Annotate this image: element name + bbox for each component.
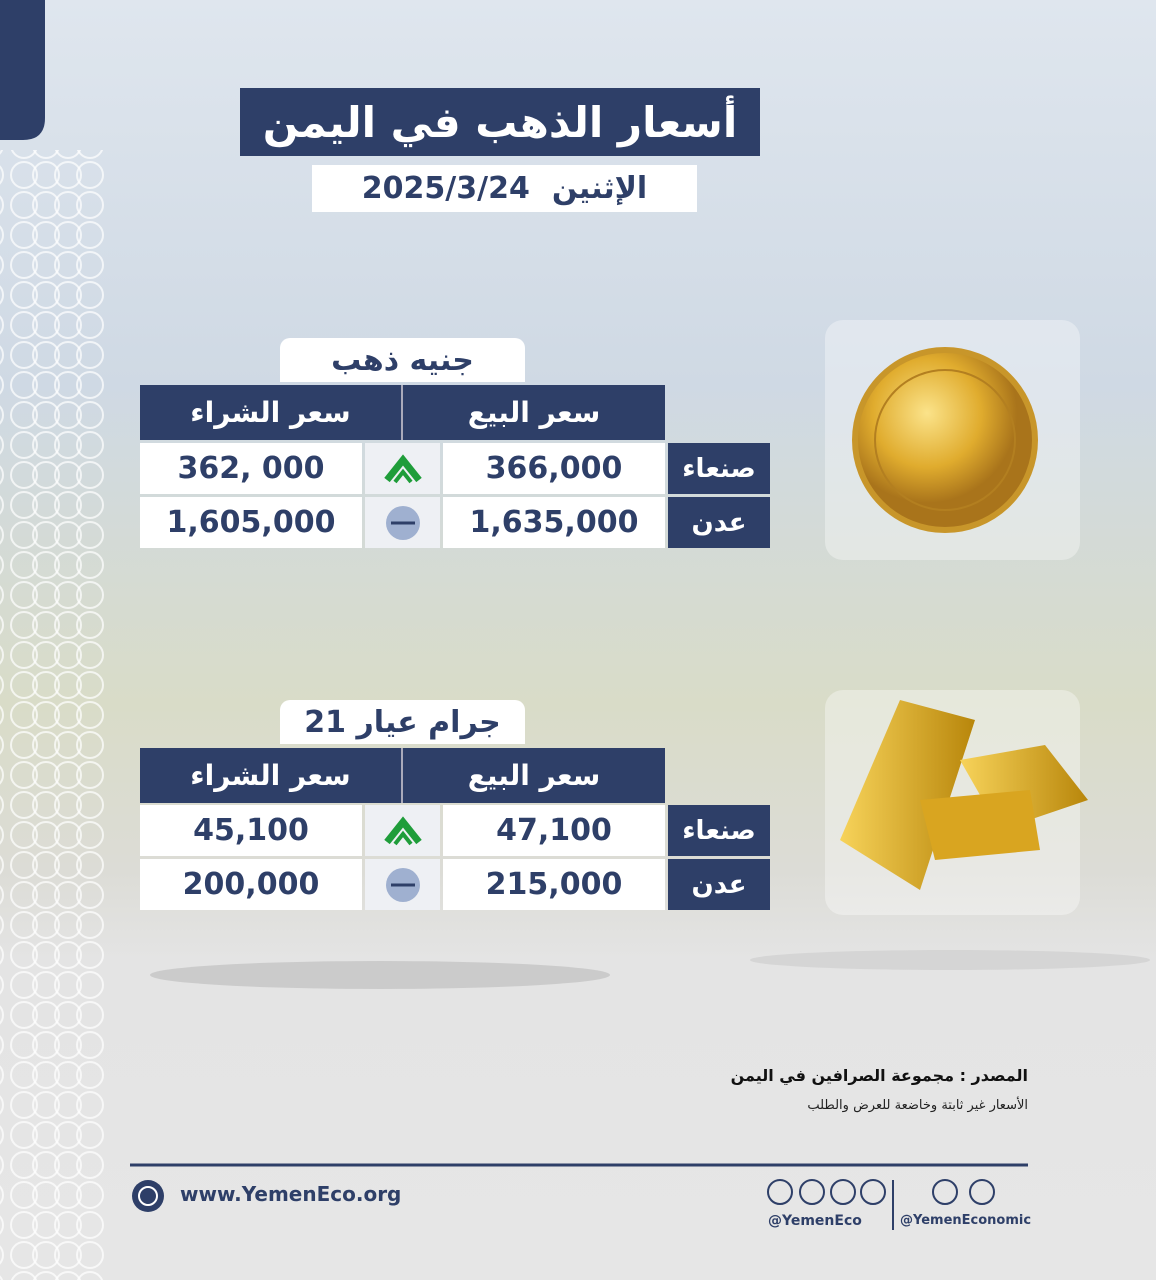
handle: @YemenEconomic (900, 1213, 1032, 1228)
buy-header: سعر الشراء (140, 748, 403, 803)
buy-price: 362, 000 (140, 443, 362, 494)
sell-price: 215,000 (443, 859, 665, 910)
website: www.YemenEco.org (180, 1182, 402, 1206)
day: الإثنين (551, 171, 648, 206)
title: أسعار الذهب في اليمن (240, 88, 760, 156)
flat (385, 505, 420, 540)
section-title: جنيه ذهب (280, 338, 525, 382)
date: 2025/3/24 (361, 171, 530, 206)
arrow-up (383, 453, 422, 483)
city: عدن (668, 859, 770, 910)
buy-price: 200,000 (140, 859, 362, 910)
buy-price: 1,605,000 (140, 497, 362, 548)
handle: @YemenEco (768, 1213, 862, 1229)
note: الأسعار غير ثابتة وخاضعة للعرض والطلب (807, 1098, 1028, 1113)
trend-icon (365, 805, 440, 856)
sell-price: 1,635,000 (443, 497, 665, 548)
city: صنعاء (668, 805, 770, 856)
trend-icon (365, 497, 440, 548)
section-title: جرام عيار 21 (280, 700, 525, 744)
sell-price: 47,100 (443, 805, 665, 856)
city: صنعاء (668, 443, 770, 494)
city: عدن (668, 497, 770, 548)
flat (385, 867, 420, 902)
trend-icon (365, 859, 440, 910)
sell-header: سعر البيع (403, 748, 665, 803)
date-box: 2025/3/24 الإثنين (312, 165, 697, 212)
trend-icon (365, 443, 440, 494)
arrow-up (383, 815, 422, 845)
source: المصدر : مجموعة الصرافين في اليمن (730, 1066, 1028, 1085)
buy-header: سعر الشراء (140, 385, 403, 440)
sell-header: سعر البيع (403, 385, 665, 440)
sell-price: 366,000 (443, 443, 665, 494)
buy-price: 45,100 (140, 805, 362, 856)
